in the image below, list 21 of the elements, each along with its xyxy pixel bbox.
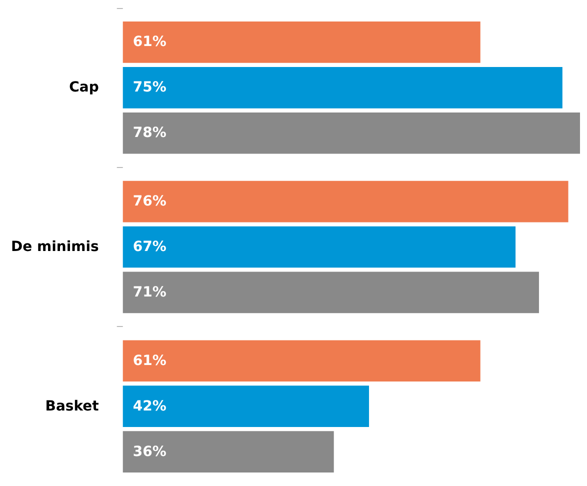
data-label: 76% <box>132 194 166 210</box>
data-label: 61% <box>132 352 166 369</box>
y-tick-label: Cap <box>69 80 99 96</box>
bar <box>122 180 568 222</box>
data-label: 42% <box>132 398 166 414</box>
bar <box>122 340 480 382</box>
bar <box>122 386 370 427</box>
data-label: 36% <box>132 444 166 460</box>
data-label: 67% <box>132 239 166 255</box>
bar <box>122 431 334 472</box>
bar <box>122 22 480 63</box>
bar <box>122 67 562 108</box>
data-label: 71% <box>132 284 166 300</box>
data-label: 61% <box>132 34 166 50</box>
y-tick-label: De minimis <box>10 239 99 255</box>
data-label: 78% <box>132 125 166 142</box>
bar <box>122 272 539 314</box>
bar <box>122 226 516 268</box>
y-tick-label: Basket <box>45 398 100 414</box>
data-label: 75% <box>132 80 166 96</box>
bar <box>122 112 580 154</box>
